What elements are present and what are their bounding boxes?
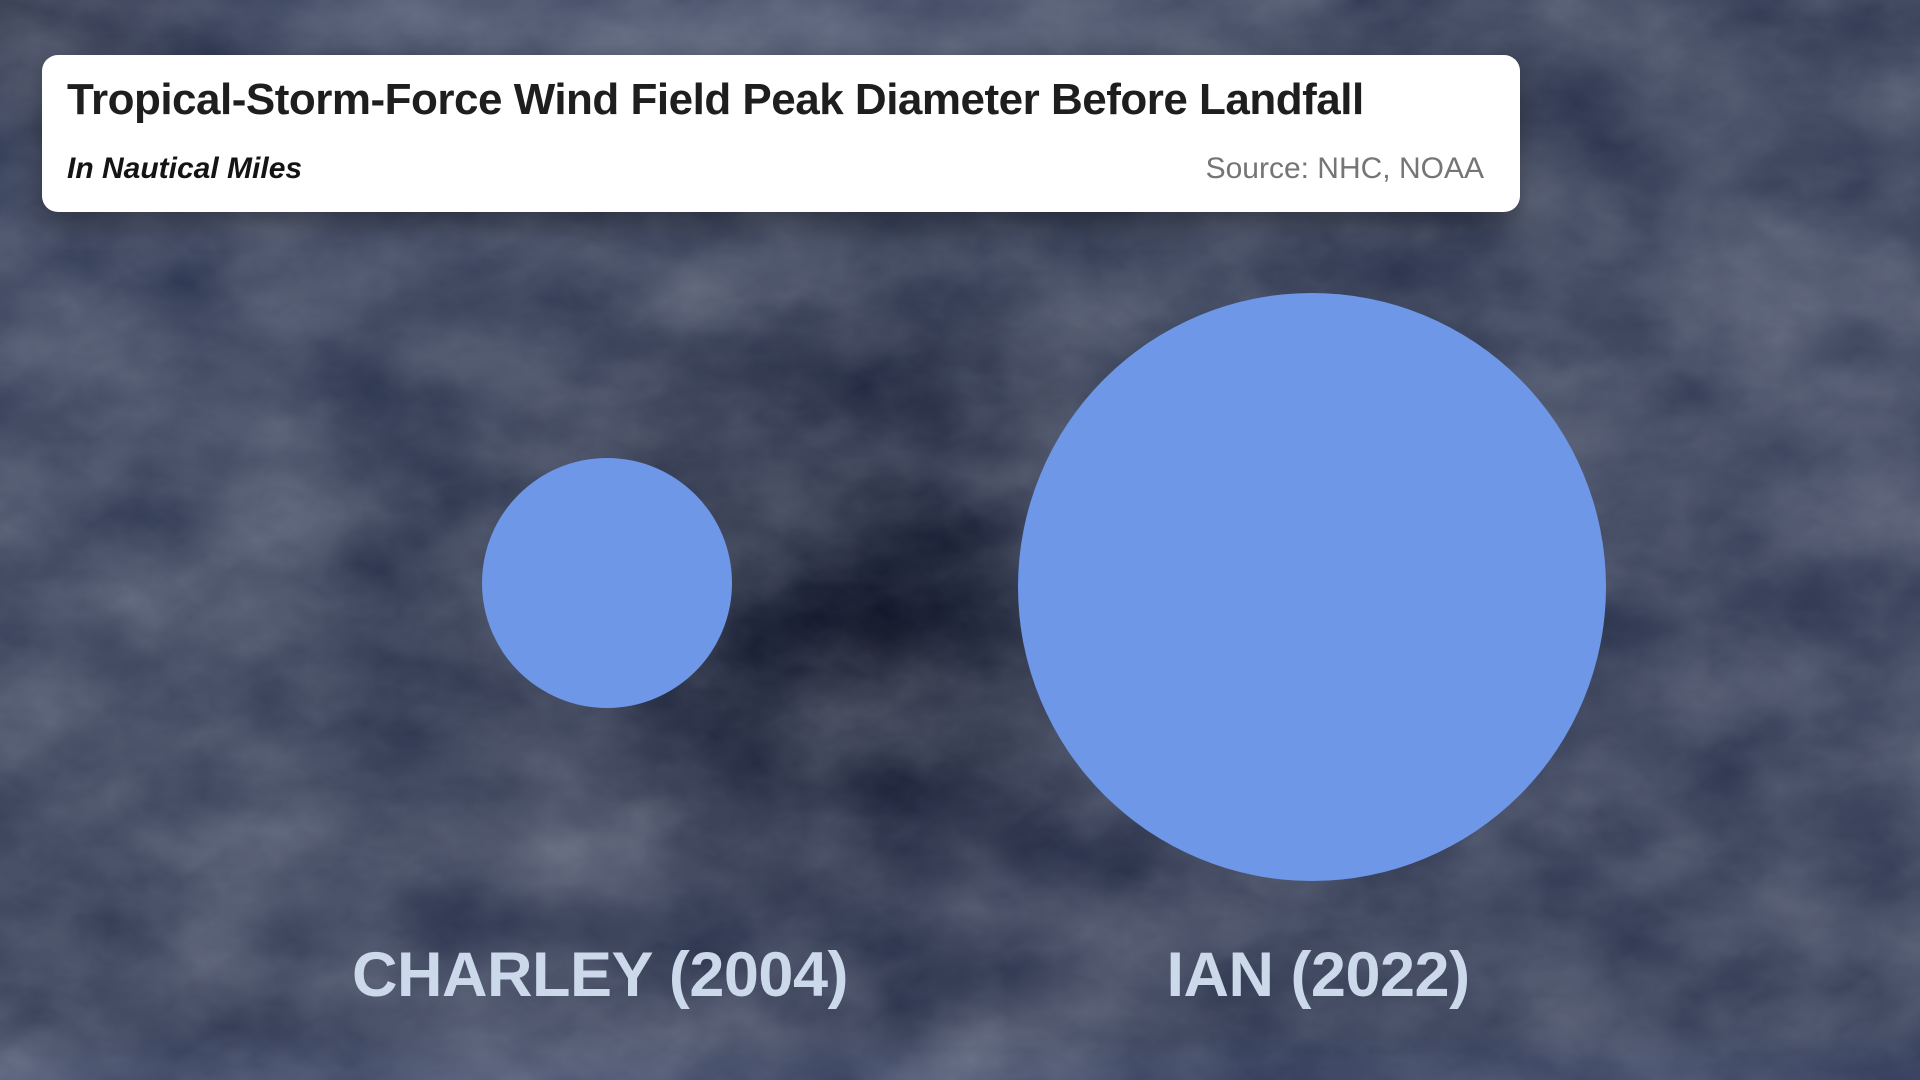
chart-subtitle: In Nautical Miles [67,152,303,186]
source-credit: Source: NHC, NOAA [1205,152,1484,186]
charley-label: CHARLEY (2004) [352,940,849,1010]
subtitle-row: In Nautical Miles Source: NHC, NOAA [67,152,1484,186]
ian-bubble [1018,293,1606,881]
title-card: Tropical-Storm-Force Wind Field Peak Dia… [42,55,1520,212]
ian-label: IAN (2022) [1166,940,1470,1010]
charley-bubble [482,458,732,708]
chart-title: Tropical-Storm-Force Wind Field Peak Dia… [67,75,1364,124]
